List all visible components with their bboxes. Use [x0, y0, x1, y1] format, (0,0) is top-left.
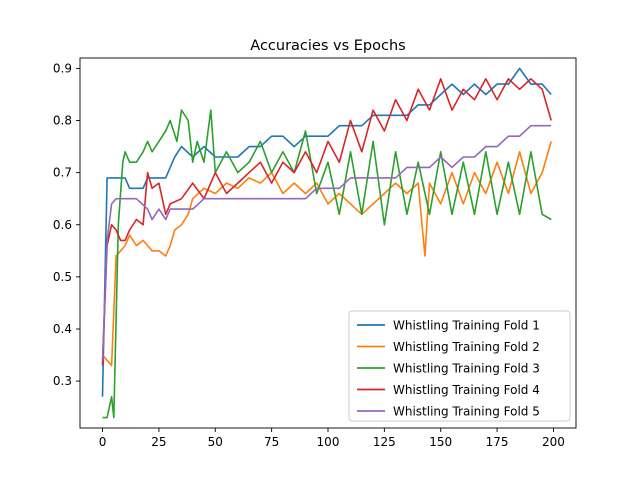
x-tick-label: 200: [542, 435, 565, 449]
y-tick-label: 0.6: [53, 218, 72, 232]
legend-label: Whistling Training Fold 5: [393, 405, 540, 419]
y-tick-label: 0.5: [53, 270, 72, 284]
legend-label: Whistling Training Fold 2: [393, 340, 540, 354]
x-tick-label: 125: [373, 435, 396, 449]
legend-label: Whistling Training Fold 1: [393, 319, 540, 333]
series-line-fold-2: [101, 141, 552, 367]
series-layer: [101, 67, 552, 419]
x-tick-label: 50: [208, 435, 223, 449]
y-tick-label: 0.4: [53, 322, 72, 336]
y-tick-label: 0.8: [53, 114, 72, 128]
series-line-fold-4: [101, 78, 552, 366]
x-tick-label: 0: [99, 435, 107, 449]
x-tick-label: 100: [317, 435, 340, 449]
y-tick-label: 0.3: [53, 374, 72, 388]
legend-box: [348, 310, 571, 422]
x-tick-label: 25: [151, 435, 166, 449]
y-tick-label: 0.7: [53, 166, 72, 180]
series-line-fold-3: [102, 109, 552, 419]
legend: Whistling Training Fold 1 Whistling Train…: [348, 310, 571, 422]
series-line-fold-5: [101, 124, 552, 361]
axes-layer: 0 25 50 75 100 125 150 175 200 0.3 0.4 0.5 0.6 0.7 0.8…: [53, 57, 577, 449]
legend-label: Whistling Training Fold 4: [393, 383, 540, 397]
x-tick-label: 175: [486, 435, 509, 449]
y-tick-label: 0.9: [53, 61, 72, 75]
chart-title: Accuracies vs Epochs: [250, 38, 405, 54]
x-tick-label: 75: [264, 435, 279, 449]
legend-label: Whistling Training Fold 3: [393, 362, 540, 376]
series-line-fold-1: [101, 67, 552, 397]
x-tick-label: 150: [429, 435, 452, 449]
